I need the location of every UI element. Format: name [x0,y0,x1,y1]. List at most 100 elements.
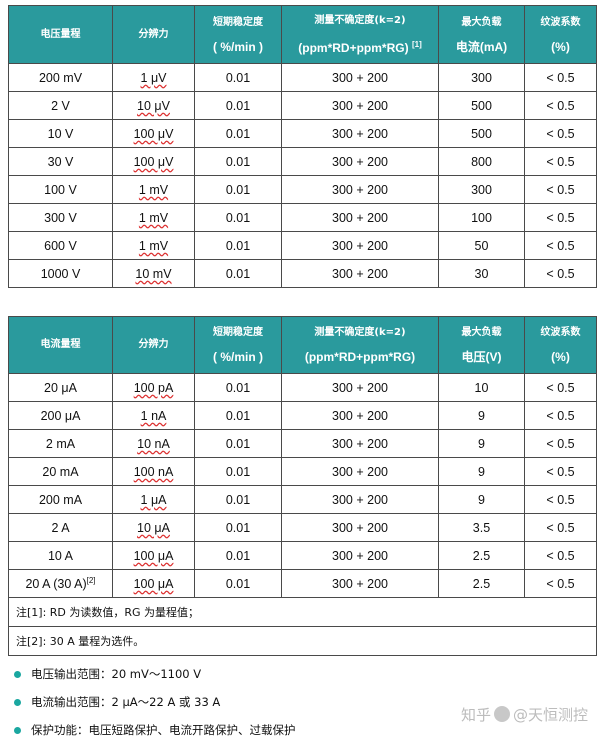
cell-uncertainty: 300 + 200 [281,63,439,92]
table-row: 10 V 100 μV 0.01 300 + 200 500 < 0.5 [8,119,597,148]
cell-resolution: 1 mV [112,175,195,204]
cell-resolution: 1 nA [112,401,195,430]
cell-ripple: < 0.5 [524,203,597,232]
table-row: 20 mA 100 nA 0.01 300 + 200 9 < 0.5 [8,457,597,486]
cell-ripple: < 0.5 [524,401,597,430]
table-row: 20 A (30 A)[2] 100 μA 0.01 300 + 200 2.5 < 0.… [8,569,597,598]
cell-resolution: 100 pA [112,373,195,402]
cell-range: 20 μA [8,373,113,402]
cell-ripple: < 0.5 [524,175,597,204]
cell-range: 2 mA [8,429,113,458]
cell-max-load: 300 [438,63,525,92]
cell-stability: 0.01 [194,513,282,542]
footnote-2: 注[2]: 30 A 量程为选件。 [8,626,597,656]
cell-uncertainty: 300 + 200 [281,119,439,148]
cell-max-load: 2.5 [438,569,525,598]
header-max-load-current: 最大负载 电流(mA) [438,5,525,64]
watermark: 知乎 @天恒测控 [461,704,588,725]
cell-max-load: 2.5 [438,541,525,570]
cell-range: 20 mA [8,457,113,486]
cell-ripple: < 0.5 [524,541,597,570]
cell-uncertainty: 300 + 200 [281,457,439,486]
cell-uncertainty: 300 + 200 [281,541,439,570]
cell-max-load: 500 [438,91,525,120]
voltage-table-body: 200 mV 1 μV 0.01 300 + 200 300 < 0.5 2 V 10 μV 0… [8,63,597,288]
cell-max-load: 30 [438,259,525,288]
table-row: 2 mA 10 nA 0.01 300 + 200 9 < 0.5 [8,429,597,458]
cell-max-load: 10 [438,373,525,402]
cell-max-load: 50 [438,231,525,260]
cell-resolution: 1 μV [112,63,195,92]
table-row: 2 A 10 μA 0.01 300 + 200 3.5 < 0.5 [8,513,597,542]
header-max-load-voltage: 最大负载 电压(V) [438,316,525,374]
table-row: 2 V 10 μV 0.01 300 + 200 500 < 0.5 [8,91,597,120]
footnote-ref-2: [2] [86,575,96,585]
cell-max-load: 3.5 [438,513,525,542]
table-row: 1000 V 10 mV 0.01 300 + 200 30 < 0.5 [8,259,597,288]
cell-resolution: 1 μA [112,485,195,514]
footnote-ref-1: [1] [411,40,422,49]
cell-ripple: < 0.5 [524,429,597,458]
header-ripple: 纹波系数 (%) [524,316,597,374]
cell-stability: 0.01 [194,569,282,598]
cell-resolution: 10 μA [112,513,195,542]
header-voltage-range: 电压量程 [8,5,113,64]
cell-range: 100 V [8,175,113,204]
cell-resolution: 10 nA [112,429,195,458]
cell-ripple: < 0.5 [524,259,597,288]
cell-ripple: < 0.5 [524,485,597,514]
table-row: 200 μA 1 nA 0.01 300 + 200 9 < 0.5 [8,401,597,430]
cell-resolution: 10 μV [112,91,195,120]
header-uncertainty: 测量不确定度(k=2) (ppm*RD+ppm*RG) [281,316,439,374]
feature-protection: 保护功能：电压短路保护、电流开路保护、过载保护 [14,722,296,738]
cell-ripple: < 0.5 [524,569,597,598]
cell-resolution: 100 μA [112,569,195,598]
cell-ripple: < 0.5 [524,147,597,176]
table-row: 200 mV 1 μV 0.01 300 + 200 300 < 0.5 [8,63,597,92]
cell-stability: 0.01 [194,203,282,232]
cell-ripple: < 0.5 [524,119,597,148]
cell-range: 600 V [8,231,113,260]
zhihu-logo-icon [493,706,510,722]
cell-range: 1000 V [8,259,113,288]
cell-max-load: 500 [438,119,525,148]
cell-ripple: < 0.5 [524,457,597,486]
cell-uncertainty: 300 + 200 [281,91,439,120]
voltage-spec-table: 电压量程 分辨力 短期稳定度 ( %/min ) 测量不确定度(k=2) (pp… [8,5,597,288]
cell-stability: 0.01 [194,63,282,92]
cell-stability: 0.01 [194,231,282,260]
cell-range: 2 A [8,513,113,542]
cell-resolution: 100 μV [112,147,195,176]
cell-ripple: < 0.5 [524,63,597,92]
header-resolution: 分辨力 [112,316,195,374]
cell-stability: 0.01 [194,259,282,288]
cell-ripple: < 0.5 [524,373,597,402]
cell-max-load: 9 [438,401,525,430]
cell-range: 20 A (30 A)[2] [8,569,113,598]
cell-ripple: < 0.5 [524,513,597,542]
cell-resolution: 100 μV [112,119,195,148]
cell-range: 2 V [8,91,113,120]
feature-voltage-output: 电压输出范围：20 mV～1100 V [14,666,201,682]
cell-max-load: 100 [438,203,525,232]
cell-stability: 0.01 [194,429,282,458]
cell-range: 30 V [8,147,113,176]
header-current-range: 电流量程 [8,316,113,374]
table-row: 20 μA 100 pA 0.01 300 + 200 10 < 0.5 [8,373,597,402]
cell-max-load: 9 [438,429,525,458]
cell-uncertainty: 300 + 200 [281,147,439,176]
cell-uncertainty: 300 + 200 [281,203,439,232]
header-resolution: 分辨力 [112,5,195,64]
cell-uncertainty: 300 + 200 [281,259,439,288]
cell-uncertainty: 300 + 200 [281,175,439,204]
cell-stability: 0.01 [194,175,282,204]
cell-max-load: 300 [438,175,525,204]
cell-range: 10 A [8,541,113,570]
table-row: 10 A 100 μA 0.01 300 + 200 2.5 < 0.5 [8,541,597,570]
cell-stability: 0.01 [194,373,282,402]
cell-ripple: < 0.5 [524,231,597,260]
cell-ripple: < 0.5 [524,91,597,120]
cell-resolution: 10 mV [112,259,195,288]
